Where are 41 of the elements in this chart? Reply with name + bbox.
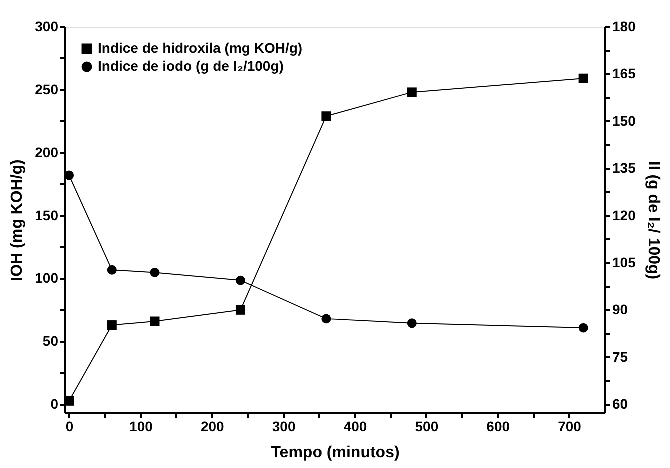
point xyxy=(578,74,588,84)
y-tick-label: 100 xyxy=(35,270,59,286)
y2-tick-label: 105 xyxy=(612,254,636,270)
point xyxy=(150,316,160,326)
x-tick-label: 600 xyxy=(486,418,510,434)
x-tick-label: 300 xyxy=(272,418,296,434)
point xyxy=(107,265,117,275)
y2-tick-label: 60 xyxy=(612,396,628,412)
point xyxy=(236,305,246,315)
y2-tick-label: 150 xyxy=(612,112,636,129)
y2-tick-label: 180 xyxy=(612,18,636,34)
x-tick-label: 400 xyxy=(344,418,368,434)
y2-tick-label: 90 xyxy=(612,302,628,318)
y2-tick-label: 120 xyxy=(612,207,636,224)
point xyxy=(322,314,332,324)
y-axis-title: IOH (mg KOH/g) xyxy=(9,160,26,282)
point xyxy=(150,268,160,278)
y-tick-label: 300 xyxy=(35,18,59,34)
x-tick-label: 100 xyxy=(130,418,154,434)
x-tick-label: 500 xyxy=(415,418,439,434)
y-tick-label: 250 xyxy=(35,81,59,98)
legend-label: Indice de hidroxila (mg KOH/g) xyxy=(98,40,303,56)
y2-axis-title: II (g de I₂/ 100g) xyxy=(644,161,662,280)
y-tick-label: 50 xyxy=(42,333,59,350)
y2-tick-label: 75 xyxy=(612,348,628,365)
y2-tick-label: 165 xyxy=(612,66,636,82)
x-tick-label: 200 xyxy=(200,418,225,434)
point xyxy=(407,88,417,98)
y-tick-label: 0 xyxy=(50,396,59,412)
x-axis-title: Tempo (minutos) xyxy=(271,444,400,462)
point xyxy=(578,323,588,333)
y-tick-label: 150 xyxy=(35,207,59,224)
legend-label: Indice de iodo (g de I₂/100g) xyxy=(98,58,284,74)
y-tick-label: 200 xyxy=(35,144,59,160)
x-tick-label: 0 xyxy=(66,418,74,434)
y2-tick-label: 135 xyxy=(612,160,636,176)
point xyxy=(236,276,246,286)
point xyxy=(322,112,332,122)
point xyxy=(407,318,417,328)
point xyxy=(107,320,117,330)
x-tick-label: 700 xyxy=(558,418,582,434)
